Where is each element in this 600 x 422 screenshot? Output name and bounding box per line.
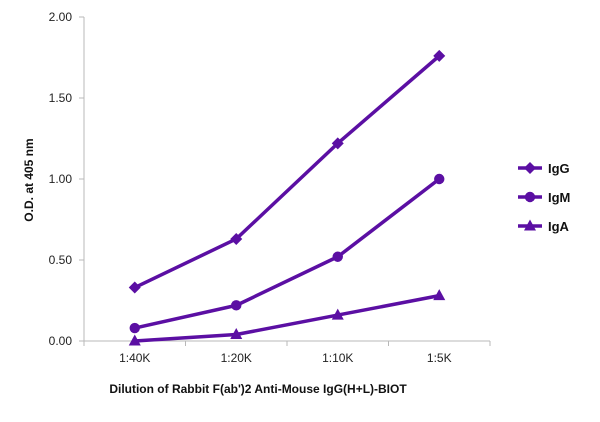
legend-item-iga: IgA: [518, 219, 570, 234]
data-point-igg: [230, 232, 243, 245]
legend-label: IgA: [548, 219, 570, 234]
series-igm: [129, 173, 445, 334]
y-tick-label: 0.00: [49, 334, 73, 348]
data-point-igg: [433, 49, 446, 62]
legend-marker-igg: [524, 162, 536, 174]
data-point-iga: [230, 328, 243, 340]
x-tick-label: 1:40K: [119, 351, 150, 365]
series-line-igm: [134, 177, 441, 330]
data-point-igm: [434, 173, 445, 185]
data-point-iga: [433, 289, 446, 301]
series-igg: [128, 49, 446, 294]
legend-label: IgG: [548, 161, 570, 176]
x-tick-label: 1:5K: [427, 351, 452, 365]
y-tick-labels: 0.00 0.50 1.00 1.50 2.00: [49, 10, 73, 348]
data-point-igm: [332, 251, 343, 262]
y-tick-label: 1.00: [49, 172, 73, 186]
legend-item-igg: IgG: [518, 161, 570, 176]
x-tick-label: 1:20K: [221, 351, 252, 365]
series-line-iga: [134, 293, 440, 343]
data-point-igm: [129, 322, 140, 334]
data-point-iga: [331, 308, 344, 320]
legend-marker-iga: [524, 219, 536, 231]
y-tick-label: 1.50: [49, 91, 73, 105]
data-point-igg: [128, 281, 141, 294]
series-layer: [128, 49, 446, 346]
data-point-igg: [331, 137, 344, 150]
y-tick-label: 2.00: [49, 10, 73, 24]
legend: IgG IgM IgA: [518, 161, 570, 234]
y-tick-label: 0.50: [49, 253, 73, 267]
y-axis-title: O.D. at 405 nm: [22, 138, 36, 221]
x-tick-label: 1:10K: [322, 351, 353, 365]
legend-item-igm: IgM: [518, 190, 570, 205]
legend-marker-igm: [524, 191, 536, 203]
data-point-igm: [231, 300, 242, 311]
data-point-iga: [128, 334, 141, 346]
x-axis-title: Dilution of Rabbit F(ab')2 Anti-Mouse Ig…: [109, 382, 407, 396]
legend-label: IgM: [548, 190, 570, 205]
series-line-igg: [133, 54, 441, 290]
series-iga: [128, 289, 446, 346]
x-tick-labels: 1:40K 1:20K 1:10K 1:5K: [119, 351, 452, 365]
